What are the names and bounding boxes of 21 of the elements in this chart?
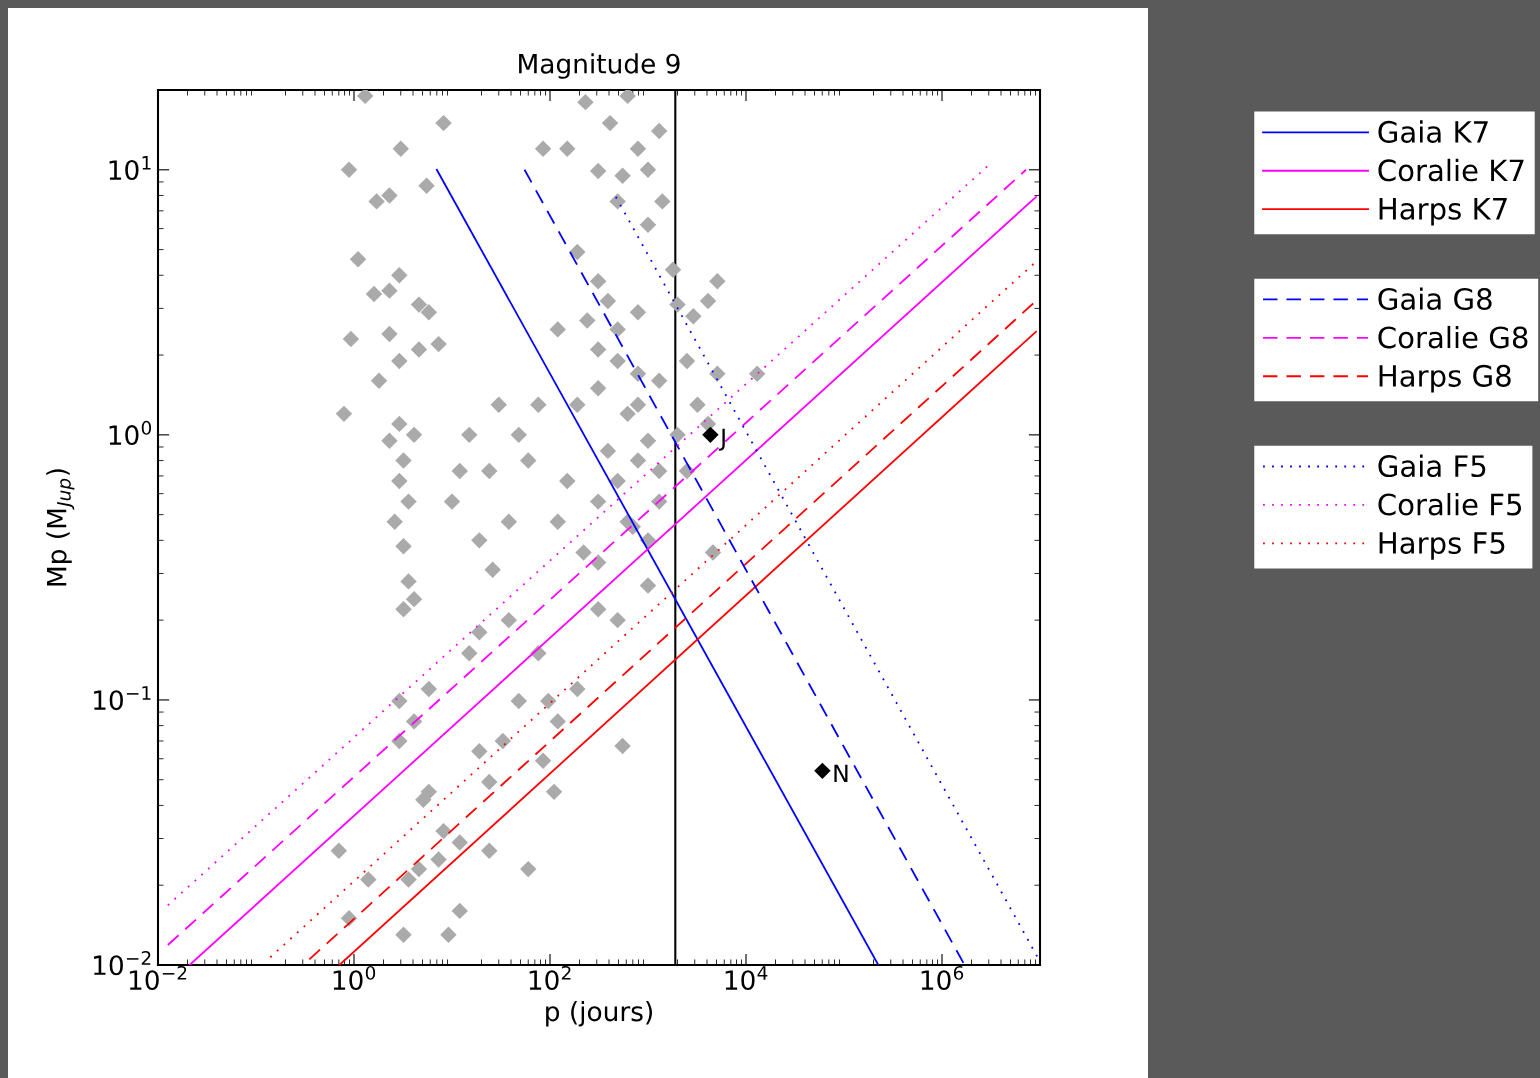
y-tick-label: 10$^{0}$ (109, 420, 152, 446)
legend-label: Coralie F5 (1378, 492, 1522, 516)
legend-label: Coralie K7 (1378, 158, 1524, 182)
legend-label: Harps F5 (1379, 532, 1505, 560)
annotation: N (834, 764, 848, 782)
legend-label: Gaia F5 (1378, 454, 1486, 478)
x-tick-label: 10$^{2}$ (529, 965, 571, 991)
y-tick-label: 10$^{1}$ (109, 156, 151, 181)
x-tick-label: 10$^{6}$ (921, 965, 964, 991)
legend-label: Gaia G8 (1378, 287, 1492, 311)
y-axis-title: Mp (M$_{Jup}$) (46, 469, 75, 586)
legend-label: Coralie G8 (1378, 325, 1528, 349)
chart-title: Magnitude 9 (519, 53, 680, 79)
annotation: J (718, 428, 725, 451)
legend-label: Harps G8 (1379, 364, 1511, 393)
y-tick-label: 10$^{−1}$ (94, 686, 151, 711)
x-tick-label: 10$^{4}$ (725, 966, 768, 991)
legend-label: Gaia K7 (1378, 120, 1488, 143)
legend-label: Harps K7 (1379, 198, 1507, 226)
x-tick-label: 10$^{0}$ (333, 965, 376, 991)
x-axis-title: p (jours) (546, 1000, 652, 1027)
